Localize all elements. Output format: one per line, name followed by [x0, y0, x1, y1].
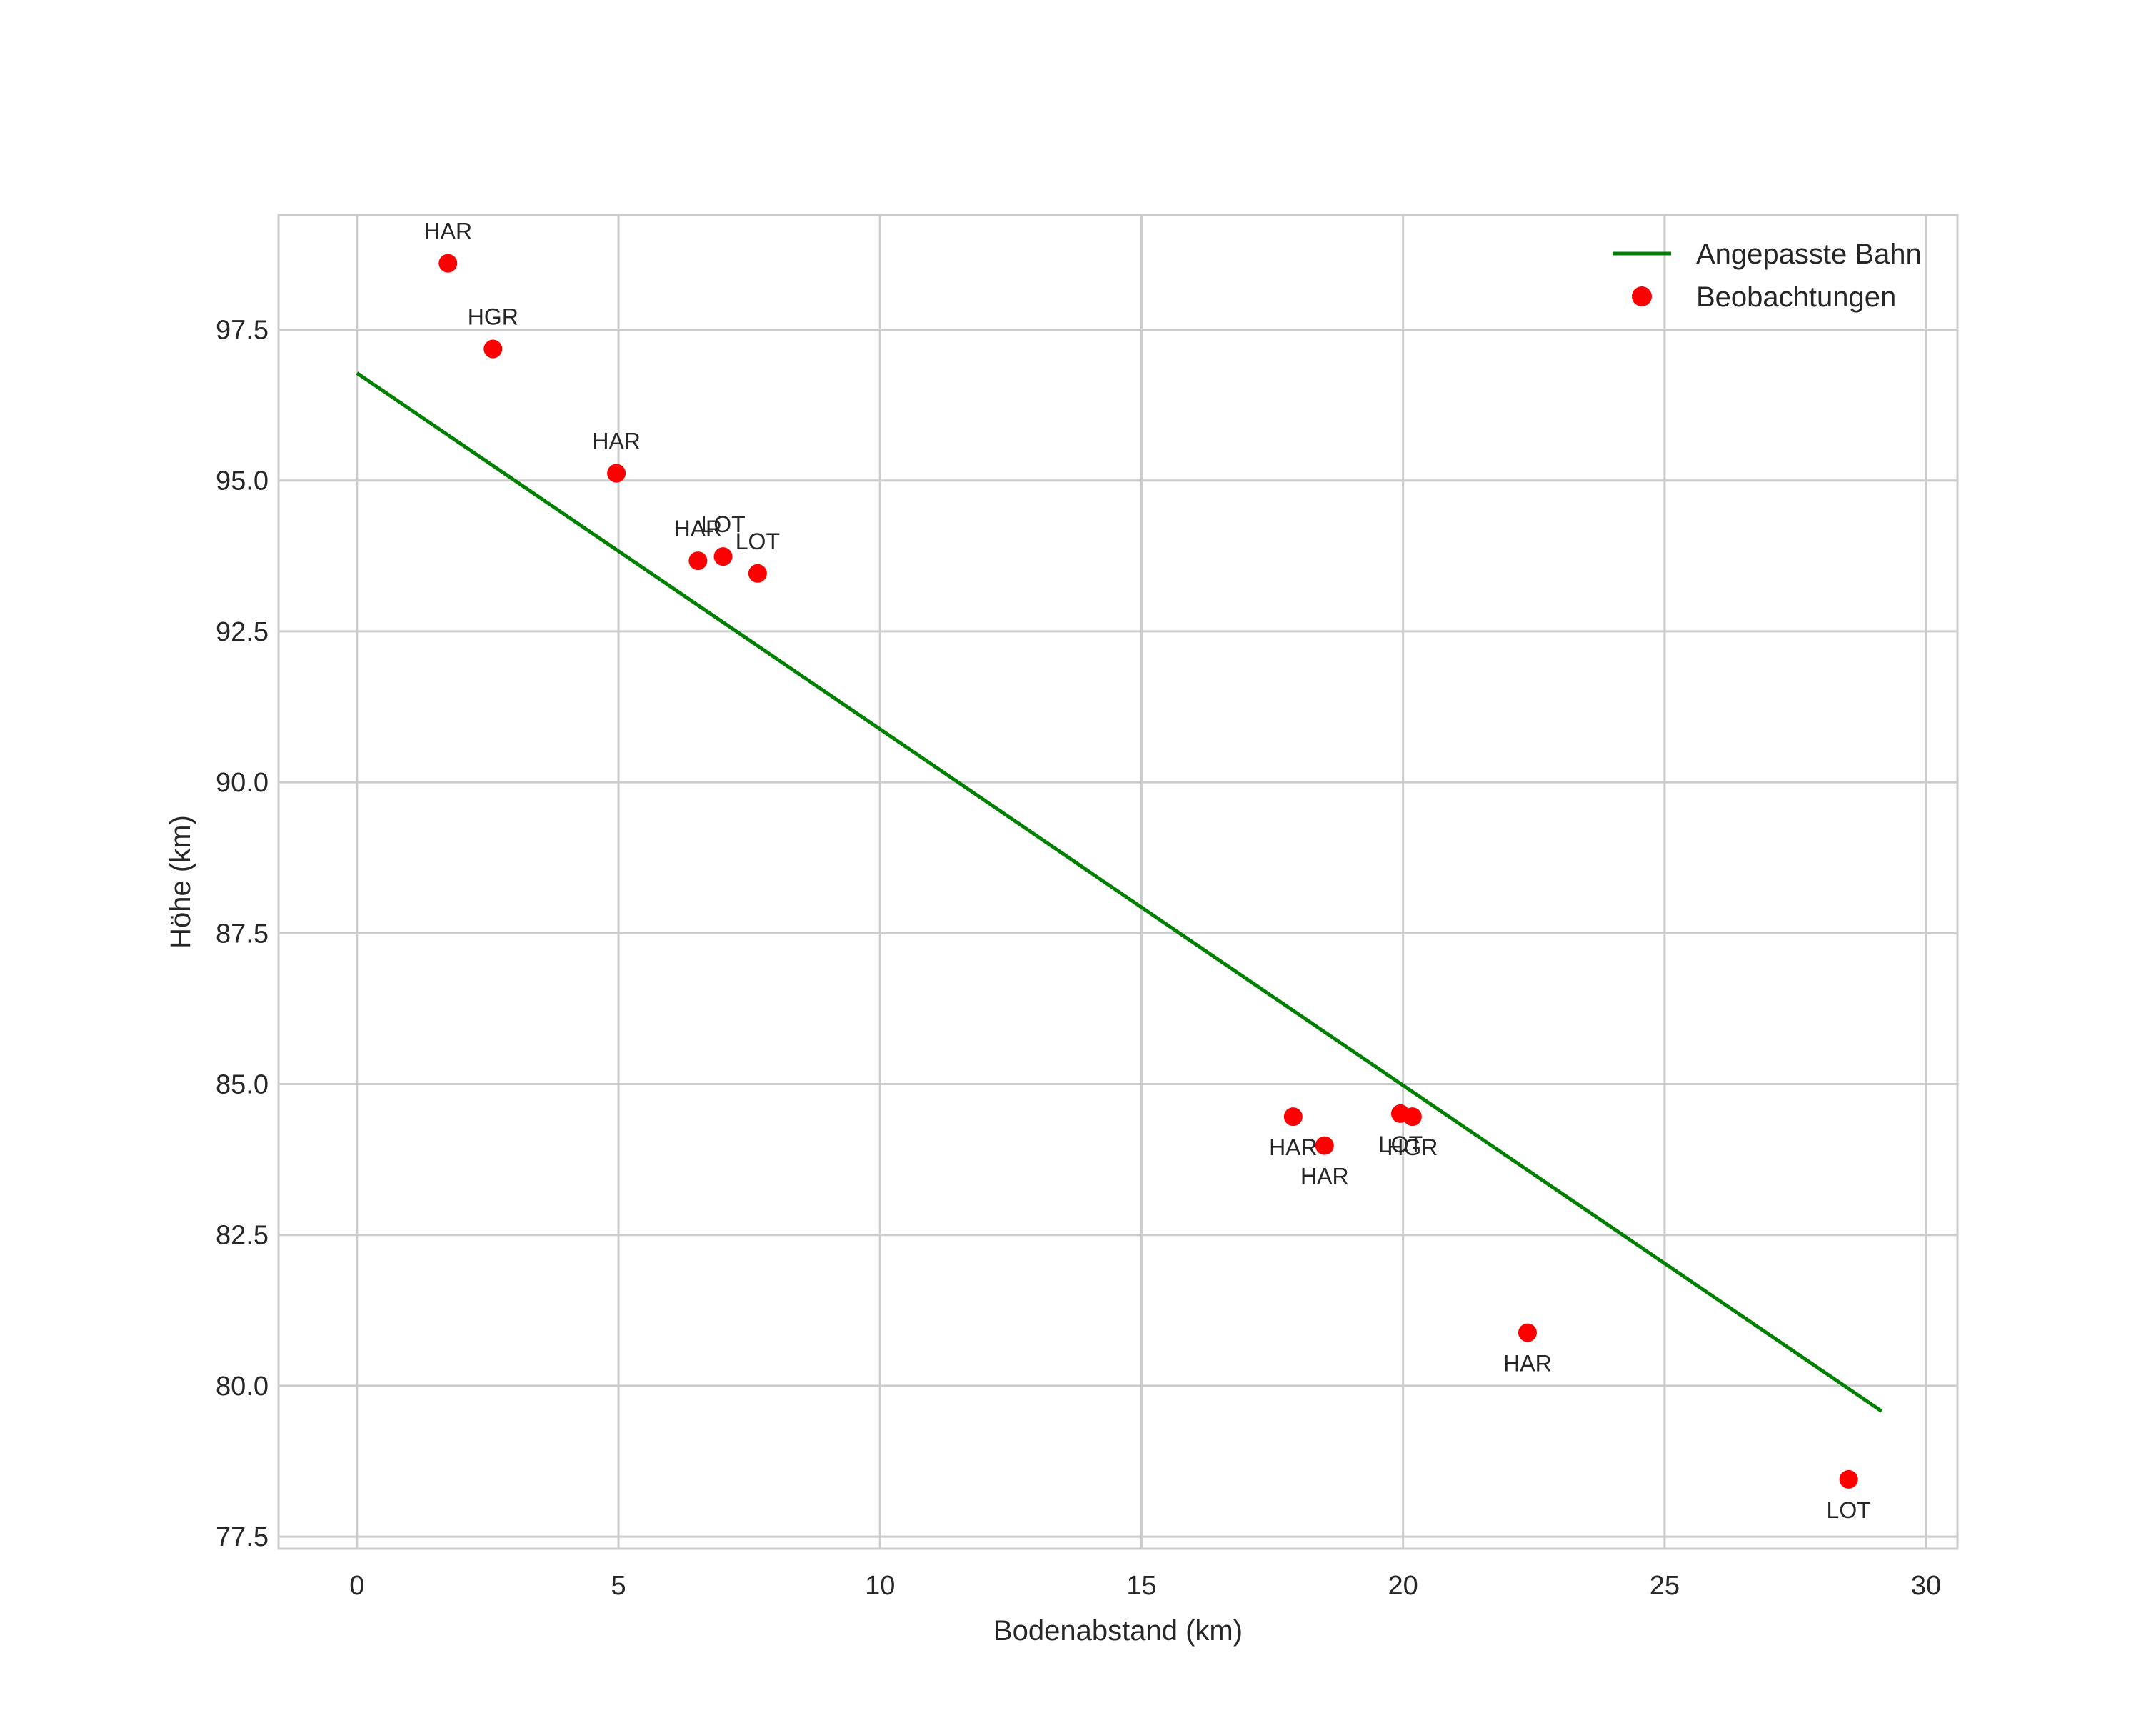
observation-point — [607, 464, 626, 483]
y-axis-label: Höhe (km) — [165, 815, 196, 949]
observation-label: LOT — [701, 511, 745, 537]
x-tick-label: 5 — [611, 1571, 626, 1601]
observation-label: LOT — [736, 529, 780, 554]
y-tick-label: 90.0 — [216, 768, 269, 798]
observation-point — [1315, 1136, 1334, 1155]
observation-point — [483, 339, 503, 359]
y-grid — [279, 329, 1957, 1538]
observation-point — [1518, 1323, 1537, 1342]
observation-label: HAR — [592, 429, 641, 454]
x-tick-label: 25 — [1650, 1571, 1680, 1601]
y-tick-label: 80.0 — [216, 1372, 269, 1402]
observation-point — [1403, 1107, 1422, 1127]
y-tick-label: 82.5 — [216, 1221, 269, 1251]
observation-point — [438, 254, 458, 273]
y-tick-label: 97.5 — [216, 316, 269, 346]
y-tick-label: 87.5 — [216, 919, 269, 949]
x-tick-label: 0 — [349, 1571, 364, 1601]
plot-area-frame — [277, 214, 1959, 1550]
x-axis-ticks: 0 5 10 15 20 25 30 — [349, 1571, 1941, 1601]
fit-line — [356, 371, 1883, 1413]
legend-entry-observations: Beobachtungen — [1696, 281, 1896, 313]
x-tick-label: 20 — [1388, 1571, 1418, 1601]
x-axis-label: Bodenabstand (km) — [993, 1615, 1243, 1647]
observation-label: HAR — [1269, 1134, 1318, 1160]
observation-label: HAR — [1503, 1351, 1552, 1377]
x-grid — [356, 215, 1927, 1549]
observation-label: HGR — [1387, 1134, 1438, 1160]
observation-point — [1283, 1107, 1303, 1127]
observation-label: LOT — [1827, 1497, 1871, 1523]
observation-point — [1839, 1469, 1858, 1489]
observation-label: HAR — [1300, 1164, 1349, 1189]
y-tick-label: 85.0 — [216, 1070, 269, 1100]
observation-point — [748, 564, 767, 583]
observation-point — [713, 547, 733, 566]
observation-label: LOT — [1378, 1132, 1423, 1157]
y-tick-label: 92.5 — [216, 617, 269, 647]
legend: Angepasste Bahn Beobachtungen — [1613, 239, 1922, 313]
x-tick-label: 15 — [1126, 1571, 1156, 1601]
y-axis-ticks: 77.5 80.0 82.5 85.0 87.5 90.0 92.5 95.0 97.5 — [216, 316, 269, 1553]
observation-label: HAR — [674, 516, 723, 541]
y-tick-label: 77.5 — [216, 1522, 269, 1552]
observation-label: HAR — [424, 219, 473, 244]
x-tick-label: 10 — [865, 1571, 895, 1601]
y-tick-label: 95.0 — [216, 466, 269, 496]
observation-point — [688, 551, 708, 571]
fit-line-series — [356, 371, 1883, 1413]
legend-swatch-marker — [1632, 286, 1652, 306]
legend-entry-fit-line: Angepasste Bahn — [1696, 239, 1922, 270]
x-tick-label: 30 — [1911, 1571, 1941, 1601]
observation-label: HGR — [468, 304, 518, 330]
observation-series — [438, 254, 1858, 1489]
